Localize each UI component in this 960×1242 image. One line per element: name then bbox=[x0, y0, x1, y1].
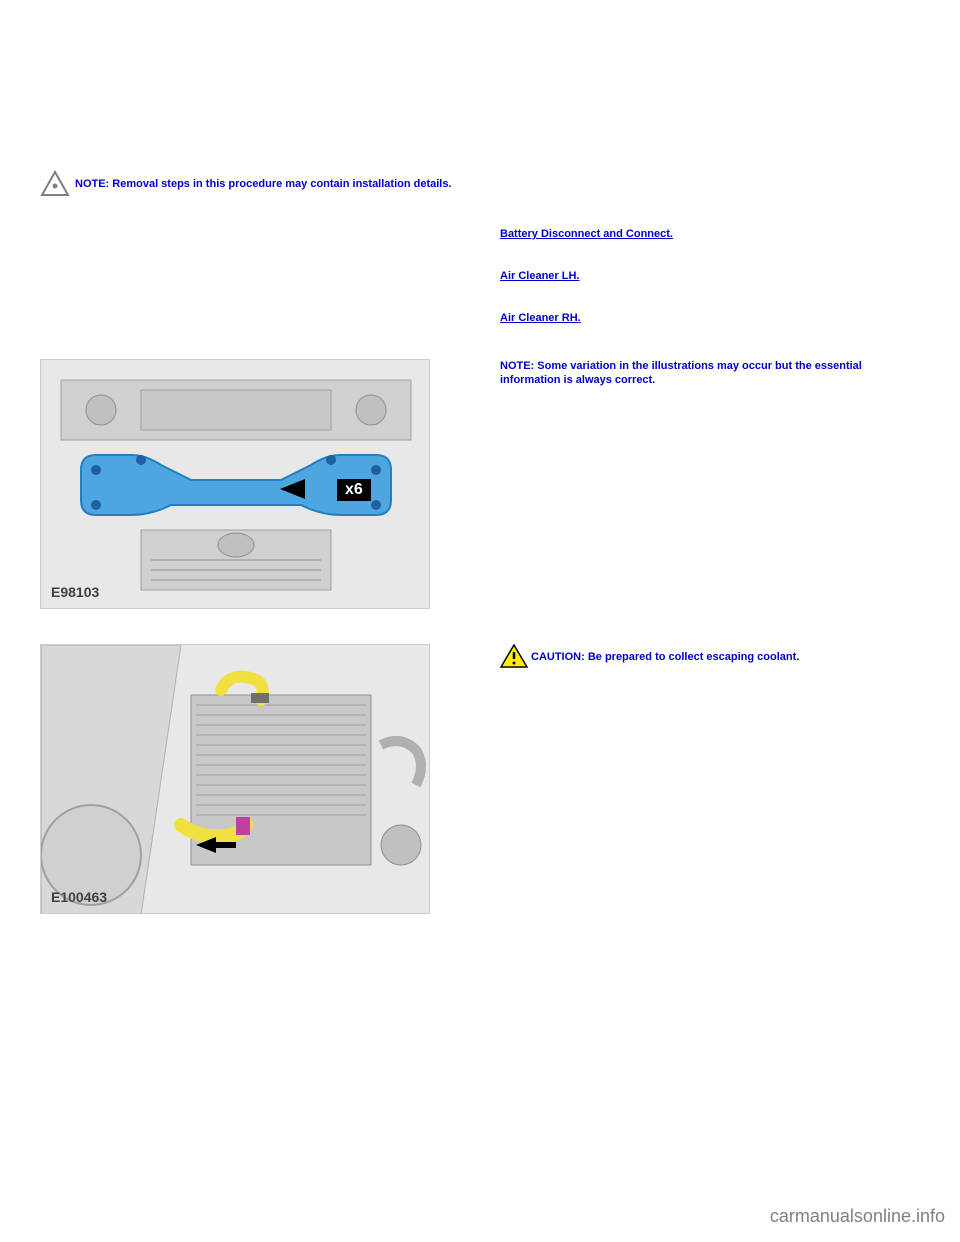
step-5-left: E100463 bbox=[40, 644, 460, 914]
air-cleaner-lh-link[interactable]: Air Cleaner LH. bbox=[500, 270, 579, 282]
step-5-right: CAUTION: Be prepared to collect escaping… bbox=[460, 644, 920, 914]
watermark: carmanualsonline.info bbox=[770, 1206, 945, 1227]
image-id-2: E100463 bbox=[51, 889, 107, 905]
caution-text: CAUTION: Be prepared to collect escaping… bbox=[531, 651, 799, 663]
caution-row: CAUTION: Be prepared to collect escaping… bbox=[500, 644, 920, 669]
step-4-row: x6 E98103 NOTE: Some variation in the il… bbox=[40, 359, 920, 609]
procedure-note-row: NOTE: Removal steps in this procedure ma… bbox=[40, 170, 920, 198]
air-cleaner-rh-link[interactable]: Air Cleaner RH. bbox=[500, 312, 581, 324]
step-2-left bbox=[40, 270, 460, 282]
step-3-right: Air Cleaner RH. bbox=[460, 312, 920, 324]
step-2-row: Air Cleaner LH. bbox=[40, 270, 920, 282]
step-4-note: NOTE: Some variation in the illustration… bbox=[500, 359, 920, 388]
battery-disconnect-link[interactable]: Battery Disconnect and Connect. bbox=[500, 228, 673, 240]
step-1-row: Battery Disconnect and Connect. bbox=[40, 228, 920, 240]
image-id-1: E98103 bbox=[51, 584, 99, 600]
step-4-left: x6 E98103 bbox=[40, 359, 460, 609]
step-5-row: E100463 CAUTION: Be prepared to collect … bbox=[40, 644, 920, 914]
engine-bay-illustration-1 bbox=[41, 360, 430, 609]
main-content: NOTE: Removal steps in this procedure ma… bbox=[0, 0, 960, 994]
step-4-right: NOTE: Some variation in the illustration… bbox=[460, 359, 920, 609]
step-5-image: E100463 bbox=[40, 644, 430, 914]
x6-annotation: x6 bbox=[337, 479, 371, 501]
step-3-row: Air Cleaner RH. bbox=[40, 312, 920, 324]
step-1-left bbox=[40, 228, 460, 240]
procedure-note-text: NOTE: Removal steps in this procedure ma… bbox=[75, 178, 452, 190]
step-1-right: Battery Disconnect and Connect. bbox=[460, 228, 920, 240]
engine-bay-illustration-2 bbox=[41, 645, 430, 914]
step-4-image: x6 E98103 bbox=[40, 359, 430, 609]
caution-triangle-icon bbox=[500, 644, 528, 669]
note-triangle-icon bbox=[40, 170, 70, 198]
step-3-left bbox=[40, 312, 460, 324]
arrow-indicator bbox=[280, 479, 305, 499]
step-2-right: Air Cleaner LH. bbox=[460, 270, 920, 282]
